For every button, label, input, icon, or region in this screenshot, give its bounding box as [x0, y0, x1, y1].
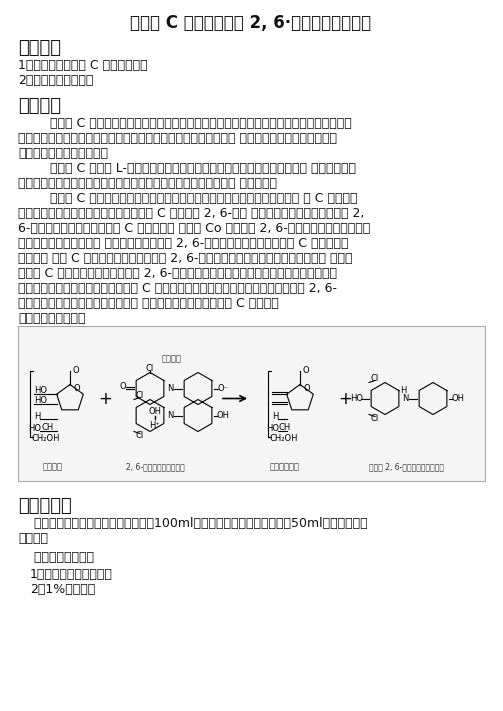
Text: 维生素 C 具有很强的还原性，在碱性溶液中加热并有氧化剂存在时，维生 素 C 易被氧化: 维生素 C 具有很强的还原性，在碱性溶液中加热并有氧化剂存在时，维生 素 C 易… [18, 192, 358, 205]
Bar [18, 326, 485, 481]
Text: CH: CH [41, 423, 53, 432]
Text: H: H [272, 412, 278, 421]
Text: Cl: Cl [136, 391, 144, 400]
Text: 而破坏。在中性和微酸性环境中，维生素 C 能将染料 2, 6-二氯 酚靛酚还原成无色的还原型的 2,: 而破坏。在中性和微酸性环境中，维生素 C 能将染料 2, 6-二氯 酚靛酚还原成… [18, 207, 364, 220]
Text: 6-二氯酚靛酚，同时将维生素 C 氧化成脱氢 维生素 Co 氧化型的 2, 6-二氯酚靛酚在酸性溶液中: 6-二氯酚靛酚，同时将维生素 C 氧化成脱氢 维生素 Co 氧化型的 2, 6-… [18, 222, 370, 235]
Text: Cl: Cl [371, 374, 379, 383]
Text: N: N [167, 384, 173, 393]
Text: 实验原理: 实验原理 [18, 97, 61, 115]
Text: 时，在维 生素 C 尚未全被氧化时，滴下的 2, 6-二氯酚靛酚立即被还原成无色。但当溶 液中的: 时，在维 生素 C 尚未全被氧化时，滴下的 2, 6-二氯酚靛酚立即被还原成无色… [18, 252, 353, 265]
Text: 其化学反应式如下：: 其化学反应式如下： [18, 312, 86, 325]
Text: 植物的绿色部分及许多水果（柑芙、草莓、山植、辣椒等）的含量 都很丰富。: 植物的绿色部分及许多水果（柑芙、草莓、山植、辣椒等）的含量 都很丰富。 [18, 177, 277, 190]
Text: 维生素 C 刚好全被氧化时，滴下的 2, 6-二氯酚靛酚立即溶液呈红色，所以，当溶液由无色: 维生素 C 刚好全被氧化时，滴下的 2, 6-二氯酚靛酚立即溶液呈红色，所以，当… [18, 267, 337, 280]
Text: 酸。它对物质代谢的调节具有重要的作用，近年来发现它还能增强 机体对肿瘤的抵抗力，并具有: 酸。它对物质代谢的调节具有重要的作用，近年来发现它还能增强 机体对肿瘤的抵抗力，… [18, 132, 337, 145]
Text: 脱氢抗坏血酸: 脱氢抗坏血酸 [270, 462, 300, 471]
Text: O: O [303, 366, 310, 375]
Text: 抗坏血酸: 抗坏血酸 [43, 462, 63, 471]
Text: CH₂OH: CH₂OH [32, 434, 60, 443]
Text: O: O [73, 384, 80, 393]
Text: 2、1%草酸溶液: 2、1%草酸溶液 [30, 583, 95, 596]
Text: 1、新鲜蔬菜或新鲜水果: 1、新鲜蔬菜或新鲜水果 [30, 568, 113, 581]
Text: N: N [402, 394, 408, 403]
Text: OH: OH [217, 411, 230, 420]
Text: HO: HO [34, 396, 47, 405]
Text: O: O [73, 366, 79, 375]
Text: O: O [304, 384, 310, 393]
Text: N: N [167, 411, 173, 420]
Text: （二）材料、试剂: （二）材料、试剂 [18, 551, 94, 564]
Text: HO: HO [351, 394, 364, 403]
Text: Cl: Cl [136, 431, 144, 440]
Text: 实验目的: 实验目的 [18, 39, 61, 57]
Text: 2, 6-二氯酚靛酚（红色）: 2, 6-二氯酚靛酚（红色） [126, 462, 185, 471]
Text: 维生素 C 是具有 L-系糖构型的不饱和多羟基化合物，属于水溶性维生素。 它分布很广，: 维生素 C 是具有 L-系糖构型的不饱和多羟基化合物，属于水溶性维生素。 它分布… [18, 162, 356, 175]
Text: 维生素 C 是人类营养中最重要的维生素之一。缺乏时会产生坏血病，因此，又称为抗坏血: 维生素 C 是人类营养中最重要的维生素之一。缺乏时会产生坏血病，因此，又称为抗坏… [18, 117, 352, 130]
Text: +: + [338, 390, 352, 407]
Text: O: O [120, 382, 126, 391]
Text: H: H [34, 412, 40, 421]
Text: 维生素 C 的定量测定一 2, 6·二氯酚靛酚滴定法: 维生素 C 的定量测定一 2, 6·二氯酚靛酚滴定法 [130, 14, 372, 32]
Text: CH₂OH: CH₂OH [270, 434, 298, 443]
Text: HO: HO [34, 386, 47, 395]
Text: 呈现红色，在中性或碱性 溶液中呈兰色。当用 2, 6-二氯酚靛酚滴定含有维生素 C 的酸性溶液: 呈现红色，在中性或碱性 溶液中呈兰色。当用 2, 6-二氯酚靛酚滴定含有维生素 … [18, 237, 349, 250]
Text: Cl: Cl [371, 414, 379, 423]
Text: HO: HO [266, 424, 279, 433]
Text: OH: OH [452, 394, 465, 403]
Text: 对化学致癌物的阻断作用。: 对化学致癌物的阻断作用。 [18, 147, 108, 160]
Text: 变为微红色时即表示溶液中的维生素 C 刚好全被氧化，此时即为滴定终点。从滴定时 2, 6-: 变为微红色时即表示溶液中的维生素 C 刚好全被氧化，此时即为滴定终点。从滴定时 … [18, 282, 337, 295]
Text: 还原型 2, 6-二氯酚靛酚（无色）: 还原型 2, 6-二氯酚靛酚（无色） [370, 462, 445, 471]
Text: H: H [400, 386, 406, 395]
Text: O⁻: O⁻ [218, 384, 229, 393]
Text: （一）仪器：研钵、天平、容量瓶（100ml）、量筒、移液管、锥形瓶（50ml）、微量滴定: （一）仪器：研钵、天平、容量瓶（100ml）、量筒、移液管、锥形瓶（50ml）、… [18, 517, 368, 530]
Text: +: + [98, 390, 112, 407]
Text: 2．掌握微量滴定技术: 2．掌握微量滴定技术 [18, 74, 94, 87]
Text: 管、漏斗: 管、漏斗 [18, 532, 48, 545]
Text: （蓝色）: （蓝色） [162, 354, 182, 363]
Text: 1．学习定量维生素 C 的原理和方法: 1．学习定量维生素 C 的原理和方法 [18, 59, 147, 72]
Text: Cl: Cl [146, 364, 154, 373]
Text: 仪器、试剂: 仪器、试剂 [18, 497, 72, 515]
Text: OH: OH [148, 407, 161, 416]
Text: 二氯酚靛酚溶液的消耗量，可以计算 出被检物质中还原型维生素 C 的含量。: 二氯酚靛酚溶液的消耗量，可以计算 出被检物质中还原型维生素 C 的含量。 [18, 297, 279, 310]
Text: H⁺: H⁺ [149, 421, 160, 430]
Text: HO: HO [28, 424, 41, 433]
Text: CH: CH [279, 423, 291, 432]
